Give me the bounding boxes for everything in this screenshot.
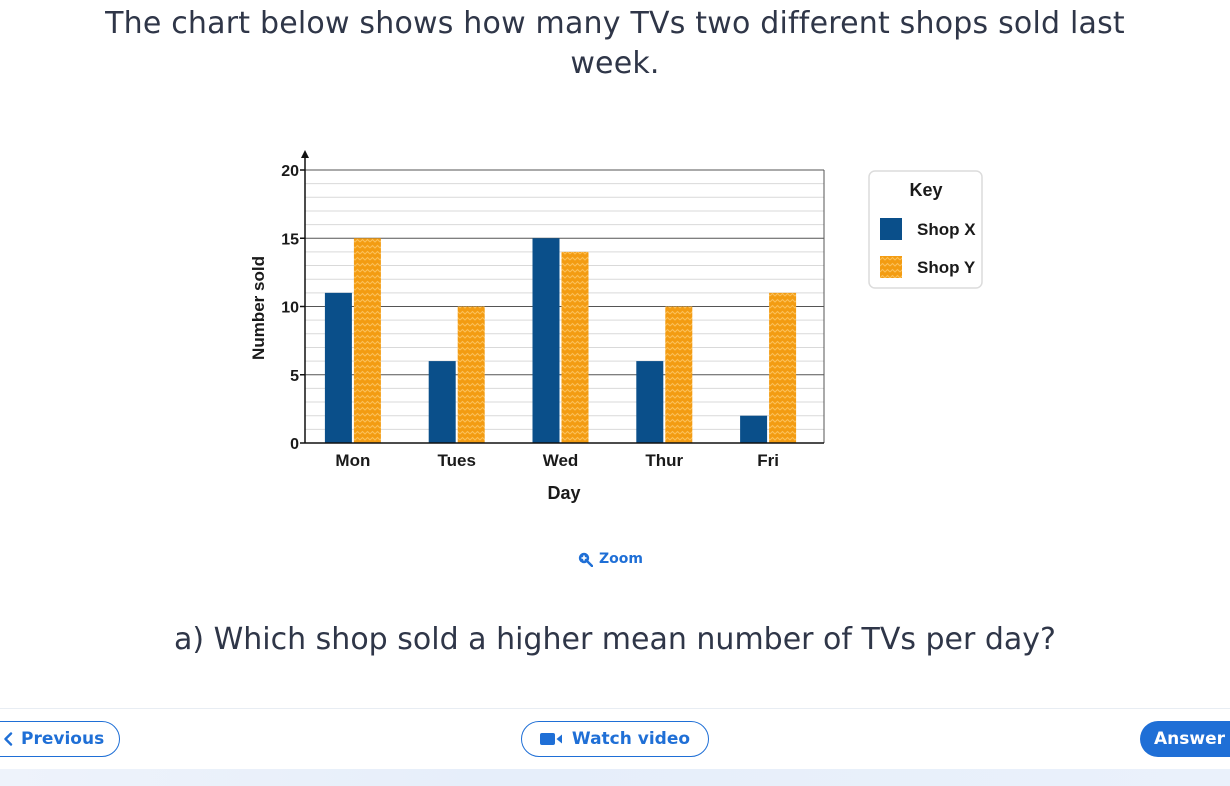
- chart-bars: [324, 238, 797, 443]
- chart-axes: [300, 150, 824, 444]
- legend-swatch-shop-y: [880, 256, 902, 278]
- bar-shop-x-fri: [740, 415, 768, 443]
- x-tick-label: Wed: [543, 451, 579, 470]
- intro-line-2: week.: [570, 46, 660, 81]
- bar-shop-y-tues: [457, 306, 485, 443]
- bar-shop-y-mon: [353, 238, 381, 443]
- y-tick-label: 15: [281, 231, 299, 248]
- chart-legend: Key Shop X Shop Y: [868, 170, 983, 289]
- bar-chart: Mon Tues Wed Thur Fri 0 5 10 15 20 Day Number sol…: [249, 150, 983, 503]
- chevron-left-icon: [4, 732, 13, 746]
- y-tick-label: 10: [281, 300, 299, 317]
- x-tick-label: Tues: [437, 451, 475, 470]
- footer-nav: Previous Watch video Answer: [0, 708, 1230, 786]
- bar-shop-y-fri: [769, 292, 797, 443]
- question-intro: The chart below shows how many TVs two d…: [0, 4, 1230, 84]
- bar-shop-x-thur: [636, 361, 664, 443]
- zoom-button[interactable]: Zoom: [578, 548, 643, 570]
- zoom-label: Zoom: [599, 551, 643, 567]
- y-axis-label: Number sold: [249, 256, 268, 360]
- y-tick-label: 0: [290, 436, 299, 453]
- video-camera-icon: [539, 733, 562, 745]
- watch-video-button[interactable]: Watch video: [521, 721, 709, 757]
- bar-shop-y-wed: [561, 251, 589, 443]
- bar-shop-x-tues: [428, 361, 456, 443]
- footer-decoration: [0, 769, 1230, 786]
- bar-shop-x-wed: [532, 238, 560, 443]
- previous-button[interactable]: Previous: [0, 721, 120, 757]
- x-tick-label: Mon: [335, 451, 370, 470]
- chart-tick-labels: Mon Tues Wed Thur Fri 0 5 10 15 20: [281, 163, 779, 470]
- answer-label: Answer: [1154, 729, 1225, 749]
- y-tick-label: 5: [290, 368, 299, 385]
- question-text: a) Which shop sold a higher mean number …: [174, 622, 1056, 657]
- bar-shop-x-mon: [324, 292, 352, 443]
- bar-shop-y-thur: [665, 306, 693, 443]
- watch-video-label: Watch video: [571, 729, 691, 749]
- previous-label: Previous: [21, 729, 105, 749]
- x-tick-label: Fri: [757, 451, 779, 470]
- zoom-in-icon: [578, 552, 593, 567]
- y-axis-arrow: [301, 150, 309, 158]
- legend-label-shop-x: Shop X: [917, 220, 976, 239]
- legend-title: Key: [909, 180, 942, 200]
- answer-button[interactable]: Answer: [1140, 721, 1230, 757]
- legend-label-shop-y: Shop Y: [917, 258, 976, 277]
- intro-line-1: The chart below shows how many TVs two d…: [105, 6, 1125, 41]
- x-tick-label: Thur: [645, 451, 683, 470]
- x-axis-label: Day: [547, 483, 580, 503]
- y-tick-label: 20: [281, 163, 299, 180]
- legend-swatch-shop-x: [880, 218, 902, 240]
